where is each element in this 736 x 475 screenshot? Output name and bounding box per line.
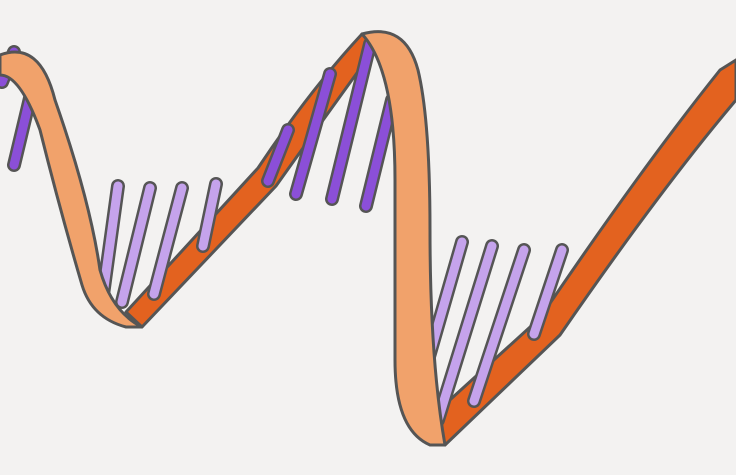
base-pair-rung-dark (291, 69, 335, 199)
base-pair-rung-light (529, 245, 567, 339)
base-pair-rung-light (198, 179, 221, 251)
base-pair-rung-light (433, 241, 497, 425)
base-pair-rung-dark (327, 39, 375, 204)
base-pair-rung-light (149, 183, 187, 299)
front-strand-segment (360, 30, 447, 447)
back-strand-segment (428, 58, 736, 447)
base-pair-rung-dark (9, 93, 35, 170)
base-pair-rung-dark (263, 125, 293, 186)
base-pair-rung-light (469, 245, 529, 406)
base-pair-rung-light (117, 183, 155, 307)
base-pair-rung-dark (361, 95, 397, 211)
base-pairs (0, 37, 569, 427)
front-strand-segment (0, 50, 144, 329)
front-strand (0, 30, 447, 447)
